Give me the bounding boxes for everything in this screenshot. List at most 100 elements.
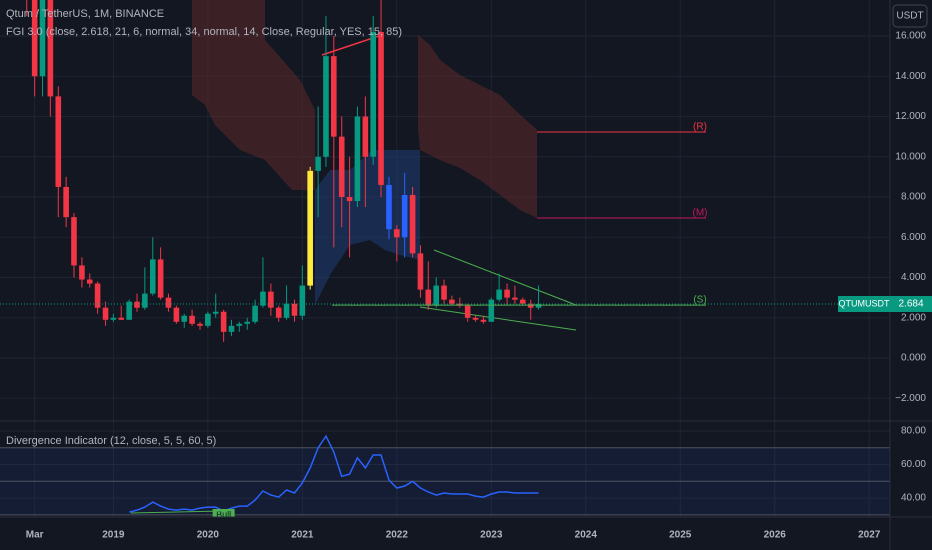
candle-body bbox=[315, 156, 321, 171]
candle-body bbox=[142, 293, 148, 308]
symbol-tag bbox=[838, 296, 890, 313]
candle-body bbox=[31, 0, 38, 77]
candle-body bbox=[283, 303, 290, 318]
candle-body bbox=[275, 307, 282, 318]
y-tick-label: −2.000 bbox=[895, 393, 926, 404]
candle-body bbox=[307, 170, 313, 286]
x-tick-label: 2023 bbox=[480, 530, 503, 541]
x-tick-label: 2019 bbox=[102, 530, 125, 541]
candle-body bbox=[449, 299, 455, 304]
y-tick-label: 80.00 bbox=[901, 426, 926, 437]
candle-body bbox=[118, 317, 125, 320]
candle-body bbox=[244, 321, 251, 324]
y-tick-label: 60.00 bbox=[901, 459, 926, 470]
trend-line bbox=[419, 306, 577, 331]
y-tick-label: 6.000 bbox=[901, 232, 926, 243]
candle-body bbox=[401, 195, 408, 238]
candle-body bbox=[417, 253, 424, 290]
candle-body bbox=[55, 96, 62, 187]
indicator-line bbox=[129, 434, 539, 513]
candle-body bbox=[370, 31, 376, 157]
price-tag-label: 2.684 bbox=[898, 299, 923, 310]
candle-body bbox=[346, 197, 353, 202]
main-pane: (R) (M) (S) bbox=[0, 0, 890, 342]
candle-body bbox=[362, 116, 369, 157]
level-label: (S) bbox=[693, 295, 706, 306]
candle-body bbox=[228, 325, 235, 332]
candle-body bbox=[323, 56, 329, 157]
candle-body bbox=[86, 279, 93, 284]
candle-body bbox=[464, 305, 471, 318]
candle-body bbox=[330, 56, 337, 137]
indicator-title: Divergence Indicator (12, close, 5, 5, 6… bbox=[6, 435, 216, 447]
candle-body bbox=[47, 0, 54, 97]
x-tick-label: 2021 bbox=[291, 530, 314, 541]
candle-body bbox=[102, 307, 109, 320]
candle-body bbox=[252, 305, 258, 322]
candle-body bbox=[165, 297, 172, 308]
candle-body bbox=[433, 285, 440, 306]
trend-line bbox=[433, 249, 577, 306]
candle-body bbox=[291, 303, 298, 316]
axes: Mar 2019 2020 2021 2022 2023 2024 2025 2026 2027 −… bbox=[26, 31, 932, 541]
candle-body bbox=[535, 304, 542, 308]
candle-body bbox=[504, 289, 510, 298]
y-tick-label: 12.000 bbox=[895, 111, 926, 122]
candle-body bbox=[205, 313, 211, 326]
y-tick-label: 8.000 bbox=[901, 192, 926, 203]
y-tick-label: 10.000 bbox=[895, 151, 926, 162]
level-label: (R) bbox=[693, 122, 707, 133]
candle-body bbox=[79, 265, 85, 280]
candle-body bbox=[173, 307, 180, 322]
candle-body bbox=[512, 297, 518, 300]
candle-body bbox=[149, 259, 156, 294]
cloud bbox=[418, 35, 537, 218]
divergence-line bbox=[130, 510, 224, 514]
candle-body bbox=[157, 259, 164, 298]
y-tick-label: 4.000 bbox=[901, 272, 926, 283]
candle-body bbox=[338, 136, 345, 198]
indicator-pane: Bull bbox=[0, 434, 890, 519]
candle-body bbox=[126, 301, 132, 320]
y-tick-label: 14.000 bbox=[895, 71, 926, 82]
currency-label[interactable]: USDT bbox=[896, 11, 923, 22]
candle-body bbox=[212, 311, 219, 314]
x-tick-label: 2025 bbox=[669, 530, 692, 541]
candle-body bbox=[110, 317, 117, 320]
candle-body bbox=[472, 317, 479, 320]
candle-body bbox=[39, 0, 46, 77]
candle-body bbox=[63, 186, 69, 218]
currency-button[interactable] bbox=[892, 4, 928, 28]
candle-body bbox=[425, 289, 432, 306]
candle-body bbox=[299, 285, 306, 316]
candle-body bbox=[409, 195, 416, 254]
y-tick-label: 16.000 bbox=[895, 31, 926, 42]
candle-body bbox=[260, 291, 266, 306]
candle-body bbox=[519, 299, 526, 304]
annotation-label: Bull bbox=[216, 509, 231, 519]
candle-body bbox=[71, 217, 77, 266]
x-tick-label: 2024 bbox=[575, 530, 598, 541]
y-tick-label: 40.00 bbox=[901, 493, 926, 504]
candle-body bbox=[189, 315, 195, 324]
candle-body bbox=[220, 311, 227, 332]
level-label: (M) bbox=[693, 208, 708, 219]
x-tick-label: 2026 bbox=[764, 530, 787, 541]
annotation-box bbox=[212, 509, 235, 517]
candle-body bbox=[480, 319, 487, 322]
indicator-legend: FGI 3.0 (close, 2.618, 21, 6, normal, 34… bbox=[6, 26, 402, 38]
symbol-tag-label: QTUMUSDT bbox=[839, 298, 890, 308]
cloud bbox=[192, 0, 315, 190]
candle-body bbox=[197, 323, 203, 326]
x-tick-label: 2027 bbox=[858, 530, 881, 541]
candle-body bbox=[236, 323, 243, 326]
x-tick-label: 2020 bbox=[197, 530, 220, 541]
symbol-title: Qtum / TetherUS, 1M, BINANCE bbox=[6, 8, 164, 20]
candle-body bbox=[354, 116, 361, 202]
candle-body bbox=[496, 289, 502, 300]
candle-body bbox=[488, 299, 495, 322]
x-tick-label: 2022 bbox=[386, 530, 409, 541]
price-tag bbox=[890, 296, 932, 313]
candle-body bbox=[394, 229, 400, 238]
